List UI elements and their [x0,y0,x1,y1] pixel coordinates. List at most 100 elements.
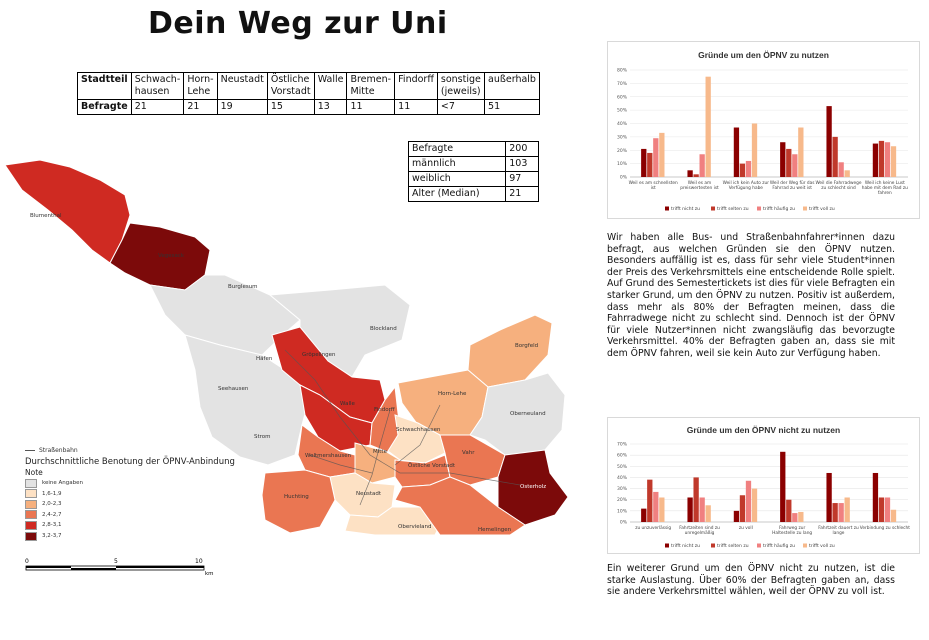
legend-swatch [803,543,807,548]
legend-label: trifft selten zu [717,543,749,549]
chart-reasons-not-use: Gründe um den ÖPNV nicht zu nutzen 0% 10%… [607,417,920,554]
legend-swatch [711,543,715,548]
legend-swatch [665,543,669,548]
legend-label: 1,6-1,9 [42,490,62,497]
map-label: Schwachhausen [396,427,441,433]
y-tick-label: 10% [617,508,628,514]
map-label: Hemelingen [478,527,512,533]
count-cell: 51 [484,99,540,115]
text-paragraph-2: Ein weiterer Grund um den ÖPNV nicht zu … [607,563,895,598]
bar [780,451,786,522]
district-shape-burglesum [149,274,301,356]
legend-label: trifft häufig zu [763,206,795,212]
map-label: Obervieland [398,524,432,530]
y-tick-label: 50% [617,108,628,114]
legend-label: 2,8-3,1 [42,522,62,529]
bar [745,160,752,177]
page-title: Dein Weg zur Uni [148,6,448,41]
district-cell: Findorff [394,72,438,100]
category-label: Weil die Fahrradwege zu schlecht sind [815,180,861,191]
district-shape-blumenthal [4,159,131,264]
bar [890,509,897,522]
category-label: Weil es am preiswertesten ist [680,180,719,191]
legend-swatch [711,206,715,211]
y-tick-label: 10% [617,161,628,167]
count-cell: 15 [266,99,315,115]
bar [751,123,758,177]
legend-label: 3,2-3,7 [42,533,62,540]
row-label-befragte: Befragte [77,99,132,115]
map-label: Walle [340,401,356,407]
legend-swatch [757,206,761,211]
district-shape-vahr [439,434,506,486]
legend-swatch [665,206,669,211]
map-label: Strom [254,434,271,440]
count-cell: 13 [313,99,348,115]
bar [705,76,711,177]
category-label: zu unzuverlässig [635,525,671,531]
y-tick-label: 60% [617,453,628,459]
district-header-row: Stadtteil Schwach-hausen Horn-Lehe Neust… [77,72,540,100]
map-label: Seehausen [218,386,249,392]
legend-swatch [803,206,807,211]
chart-svg: 0% 10% 20% 30% 40% 50% 60% 70% 80% Weil es am sch… [617,68,908,213]
bar [798,127,804,177]
bar [745,480,752,522]
map-label: Mitte [373,449,388,455]
bar [699,497,705,522]
bar [872,143,879,177]
bar [659,132,665,177]
district-map: Blumenthal Vegesack Burglesum Blockland … [4,159,569,535]
bar [832,136,838,177]
legend-item: 1,6-1,9 [25,489,265,499]
district-cell: Östliche Vorstadt [266,72,315,100]
category-label: Weil ich keine Lust habe mit dem Rad zu fa… [862,180,908,196]
district-cell: außerhalb [484,72,540,100]
bar [751,488,758,522]
district-cell: Schwach-hausen [130,72,185,100]
bar [739,163,746,177]
chart-svg: 0% 10% 20% 30% 40% 50% 60% 70% zu unzuverlässig F… [617,442,910,550]
legend-swatch [25,531,37,541]
map-label: Osterholz [520,484,546,490]
district-shape-osterholz [497,449,569,526]
y-tick-label: 0% [620,520,628,526]
count-cell: 21 [183,99,218,115]
legend-label: keine Angaben [42,480,83,487]
y-tick-label: 50% [617,464,628,470]
district-shape-huchting [261,469,336,534]
map-label: Blockland [370,326,397,332]
map-label: Gröpelingen [302,352,336,358]
category-label: Fahrtzeiten sind zu unregelmäßig [679,525,720,536]
text-paragraph-1: Wir haben alle Bus- und Straßenbahnfahre… [607,232,895,359]
y-tick-label: 30% [617,486,628,492]
bar [739,495,746,522]
count-cell: 19 [216,99,268,115]
legend-label: trifft selten zu [717,206,749,212]
y-tick-label: 80% [617,68,628,74]
district-shape-vegesack [109,222,211,291]
district-cell: Walle [313,72,348,100]
category-label: Fahrweg zur Haltestelle zu lang [772,525,812,536]
district-cell: sonstige (jeweils) [436,72,486,100]
legend-swatch [25,510,37,520]
map-label: Burglesum [228,284,258,290]
bar [826,472,832,522]
bar [872,472,879,522]
map-label: Huchting [284,494,309,500]
legend-item: 3,2-3,7 [25,531,265,541]
category-label: zu voll [739,525,753,531]
y-tick-label: 20% [617,497,628,503]
legend-label: trifft nicht zu [671,206,700,212]
stats-row: männlich 103 [407,156,539,172]
legend-item: keine Angaben [25,478,265,488]
stats-table: Befragte 200 männlich 103 weiblich 97 Alter… [407,141,539,202]
category-label: Weil der Weg für das Fahrrad zu weit ist [770,180,815,191]
legend-title: Durchschnittliche Benotung der ÖPNV-Anbi… [25,457,235,467]
count-cell: <7 [436,99,486,115]
y-tick-label: 70% [617,442,628,448]
legend-swatch [757,543,761,548]
bar [780,142,786,177]
map-label: Woltmershausen [305,453,352,459]
bar [786,148,792,177]
